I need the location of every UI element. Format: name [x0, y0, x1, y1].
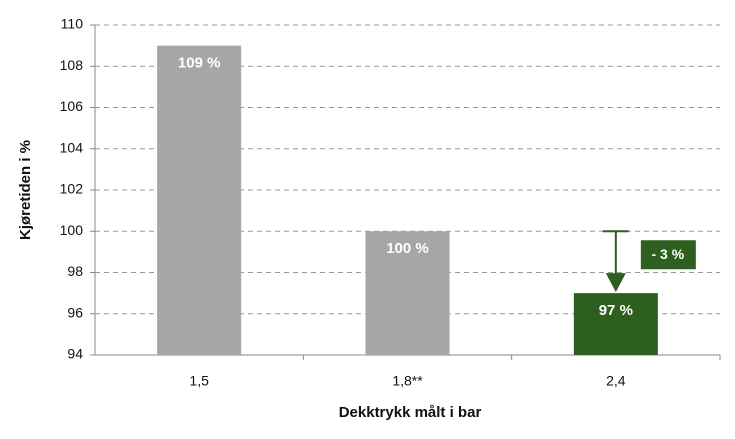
- y-tick-label: 106: [60, 98, 84, 114]
- y-axis-label: Kjøretiden i %: [17, 140, 34, 240]
- value-label: 109 %: [178, 55, 221, 72]
- x-tick-label: 1,8**: [392, 373, 423, 389]
- y-tick-label: 100: [60, 222, 84, 238]
- y-tick-label: 98: [67, 263, 83, 279]
- y-tick-label: 104: [60, 139, 84, 155]
- annotation: - 3 %: [651, 246, 684, 262]
- x-axis-label: Dekktrykk målt i bar: [339, 404, 482, 421]
- annotation-box: [640, 240, 696, 270]
- bar: [365, 231, 450, 355]
- x-tick-label: 2,4: [606, 373, 626, 389]
- value-label: 97 %: [599, 302, 633, 319]
- x-tick-label: 1,5: [189, 373, 209, 389]
- value-label: 100 %: [386, 240, 429, 257]
- bar: [157, 45, 242, 355]
- y-tick-label: 96: [67, 304, 83, 320]
- y-tick-label: 94: [67, 346, 83, 362]
- bar: [573, 293, 658, 355]
- y-tick-label: 102: [60, 181, 84, 197]
- y-tick-label: 108: [60, 57, 84, 73]
- arrow-head: [605, 273, 626, 293]
- y-tick-label: 110: [61, 16, 84, 32]
